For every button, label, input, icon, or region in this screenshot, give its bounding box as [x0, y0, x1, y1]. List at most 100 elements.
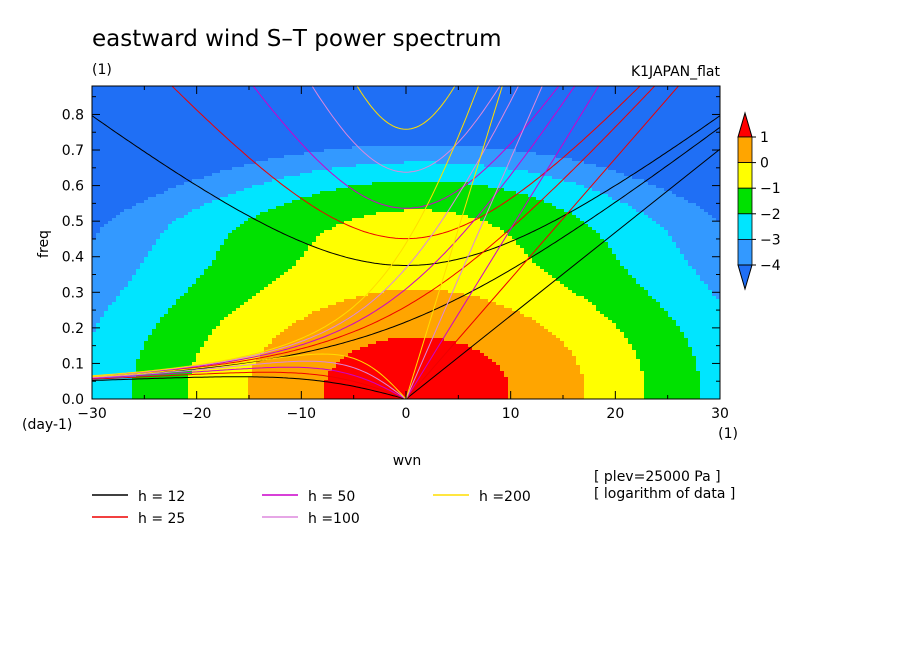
- contour-cell: [388, 95, 393, 99]
- contour-cell: [288, 86, 293, 90]
- contour-cell: [204, 95, 209, 99]
- contour-cell: [152, 98, 157, 102]
- contour-cell: [116, 89, 121, 93]
- contour-cell: [512, 86, 517, 90]
- contour-cell: [568, 95, 573, 99]
- contour-cell: [700, 101, 705, 105]
- contour-cell: [124, 95, 129, 99]
- contour-cell: [216, 95, 221, 99]
- contour-cell: [164, 92, 169, 96]
- contour-cell: [528, 89, 533, 93]
- contour-cell: [384, 89, 389, 93]
- contour-cell: [464, 101, 469, 105]
- contour-cell: [404, 98, 409, 102]
- contour-cell: [412, 86, 417, 90]
- contour-cell: [92, 86, 97, 90]
- contour-cell: [704, 89, 709, 93]
- contour-cell: [420, 98, 425, 102]
- contour-cell: [112, 89, 117, 93]
- contour-cell: [400, 86, 405, 90]
- contour-cell: [604, 98, 609, 102]
- contour-cell: [648, 92, 653, 96]
- contour-cell: [208, 86, 213, 90]
- contour-cell: [668, 89, 673, 93]
- contour-cell: [456, 89, 461, 93]
- contour-cell: [428, 104, 433, 108]
- contour-cell: [460, 95, 465, 99]
- contour-cell: [160, 104, 165, 108]
- contour-cell: [412, 101, 417, 105]
- contour-cell: [540, 92, 545, 96]
- contour-cell: [584, 86, 589, 90]
- contour-cell: [460, 101, 465, 105]
- contour-cell: [172, 104, 177, 108]
- contour-cell: [332, 104, 337, 108]
- contour-cell: [568, 92, 573, 96]
- contour-cell: [456, 101, 461, 105]
- contour-cell: [568, 101, 573, 105]
- contour-cell: [516, 86, 521, 90]
- contour-cell: [688, 86, 693, 90]
- contour-cell: [608, 101, 613, 105]
- contour-cell: [412, 104, 417, 108]
- contour-cell: [460, 92, 465, 96]
- contour-cell: [648, 95, 653, 99]
- contour-cell: [620, 95, 625, 99]
- contour-cell: [392, 104, 397, 108]
- contour-cell: [576, 95, 581, 99]
- contour-cell: [460, 86, 465, 90]
- contour-cell: [428, 92, 433, 96]
- contour-cell: [240, 104, 245, 108]
- contour-cell: [268, 86, 273, 90]
- contour-cell: [544, 98, 549, 102]
- contour-cell: [408, 95, 413, 99]
- contour-cell: [328, 104, 333, 108]
- contour-cell: [288, 101, 293, 105]
- contour-cell: [380, 104, 385, 108]
- contour-cell: [452, 104, 457, 108]
- contour-cell: [712, 89, 717, 93]
- contour-cell: [252, 104, 257, 108]
- contour-cell: [376, 104, 381, 108]
- contour-cell: [572, 89, 577, 93]
- contour-cell: [660, 98, 665, 102]
- contour-cell: [424, 86, 429, 90]
- contour-cell: [468, 89, 473, 93]
- contour-cell: [484, 86, 489, 90]
- contour-cell: [408, 86, 413, 90]
- contour-cell: [220, 89, 225, 93]
- contour-cell: [408, 104, 413, 108]
- contour-cell: [128, 95, 133, 99]
- contour-cell: [588, 95, 593, 99]
- contour-cell: [132, 101, 137, 105]
- contour-cell: [488, 86, 493, 90]
- contour-cell: [416, 92, 421, 96]
- contour-cell: [676, 86, 681, 90]
- contour-cell: [684, 101, 689, 105]
- contour-cell: [576, 89, 581, 93]
- contour-cell: [204, 101, 209, 105]
- contour-cell: [604, 89, 609, 93]
- contour-cell: [684, 98, 689, 102]
- contour-cell: [96, 89, 101, 93]
- contour-cell: [252, 101, 257, 105]
- contour-cell: [172, 101, 177, 105]
- contour-cell: [596, 86, 601, 90]
- contour-cell: [140, 89, 145, 93]
- contour-cell: [348, 104, 353, 108]
- contour-cell: [528, 101, 533, 105]
- contour-cell: [320, 98, 325, 102]
- contour-cell: [392, 95, 397, 99]
- contour-cell: [708, 92, 713, 96]
- contour-cell: [460, 104, 465, 108]
- contour-cell: [108, 98, 113, 102]
- contour-cell: [124, 89, 129, 93]
- contour-cell: [548, 89, 553, 93]
- contour-cell: [552, 104, 557, 108]
- contour-cell: [276, 101, 281, 105]
- contour-cell: [532, 95, 537, 99]
- contour-cell: [320, 89, 325, 93]
- contour-cell: [128, 89, 133, 93]
- contour-cell: [156, 86, 161, 90]
